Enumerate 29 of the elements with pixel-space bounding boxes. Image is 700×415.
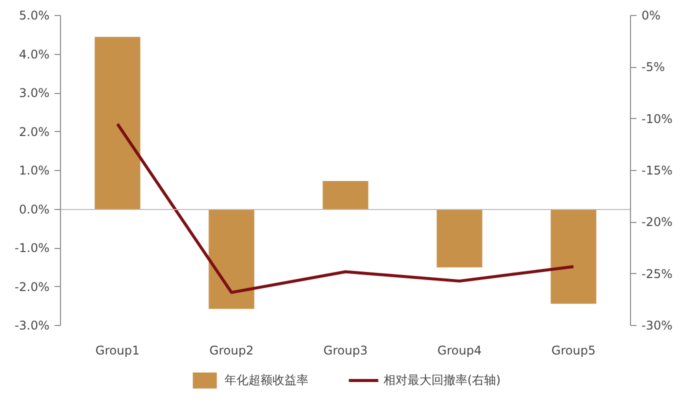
- y2-tick-label: 0%: [642, 8, 661, 22]
- y2-tick-label: -25%: [642, 266, 673, 281]
- x-tick-label: Group4: [437, 344, 482, 358]
- x-tick-label: Group5: [551, 344, 596, 358]
- y-tick-label: 1.0%: [19, 164, 50, 178]
- y-tick-label: 2.0%: [19, 124, 50, 139]
- y-tick-label: 0.0%: [19, 202, 50, 216]
- bar: [550, 209, 596, 304]
- y2-tick-label: -10%: [642, 112, 673, 126]
- bar: [436, 209, 482, 268]
- x-tick-label: Group3: [323, 344, 368, 358]
- y2-tick-label: -5%: [642, 60, 665, 74]
- y-tick-label: -2.0%: [14, 280, 50, 294]
- bar: [94, 36, 140, 210]
- y-tick-label: 3.0%: [19, 86, 50, 100]
- line-series: [116, 122, 575, 294]
- legend-label: 年化超额收益率: [224, 372, 308, 388]
- bar: [208, 209, 254, 309]
- bar: [322, 180, 368, 210]
- y2-tick-label: -20%: [642, 215, 673, 230]
- y2-tick-label: -30%: [642, 318, 673, 332]
- x-tick-label: Group1: [95, 344, 140, 358]
- y-tick-label: -3.0%: [14, 318, 50, 332]
- y-tick-label: 5.0%: [19, 8, 50, 22]
- legend-label: 相对最大回撤率(右轴): [383, 372, 501, 388]
- x-tick-label: Group2: [209, 344, 254, 358]
- y-tick-label: 4.0%: [19, 47, 50, 62]
- y2-tick-label: -15%: [642, 164, 673, 178]
- y-tick-label: -1.0%: [14, 241, 50, 255]
